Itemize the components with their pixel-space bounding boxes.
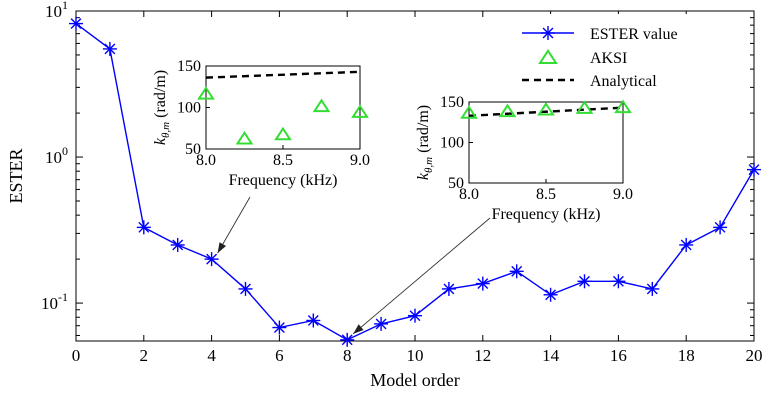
x-tick-label: 16: [610, 346, 627, 365]
annotation-arrow-line: [352, 217, 491, 335]
right-y-axis-label: kθ,m (rad/m): [415, 105, 435, 180]
data-point-ester: [306, 313, 321, 328]
data-point-ester: [408, 308, 422, 323]
legend: ESTER value AKSI Analytical: [512, 14, 750, 96]
left-aksi-point: [197, 86, 215, 100]
right-aksi-point: [460, 105, 478, 119]
x-tick-label: 6: [275, 346, 284, 365]
left-aksi-point: [312, 98, 331, 113]
data-point-ester: [713, 220, 728, 235]
right-x-tick-label: 8.0: [459, 186, 479, 203]
left-inset-frame: [205, 65, 361, 150]
annotation-arrow-line: [217, 196, 251, 254]
legend-label: ESTER value: [590, 26, 678, 43]
right-inset: 8.0 8.5 9.0 50 100 150 Frequency (kHz) kθ,m (ra…: [415, 94, 633, 223]
x-tick-label: 12: [474, 346, 491, 365]
y-axis-label: ESTER: [6, 148, 26, 203]
data-point-ester: [204, 252, 219, 267]
data-point-ester: [475, 276, 490, 291]
data-point-ester: [374, 316, 389, 331]
left-y-tick-label: 150: [177, 58, 201, 75]
legend-label: Analytical: [590, 73, 657, 90]
data-point-ester: [679, 237, 694, 252]
data-point-ester: [645, 281, 660, 296]
data-point-ester: [577, 274, 592, 289]
right-aksi-point: [498, 103, 517, 118]
right-y-tick-label: 50: [448, 175, 464, 192]
left-y-tick-label: 100: [177, 100, 201, 117]
x-axis-label: Model order: [370, 370, 459, 390]
x-tick-label: 18: [678, 346, 695, 365]
data-point-ester: [340, 332, 355, 347]
left-y-tick-label: 50: [185, 141, 201, 158]
data-point-ester: [441, 281, 456, 296]
right-x-axis-label: Frequency (kHz): [492, 206, 601, 223]
x-tick-label: 8: [343, 346, 352, 365]
x-tick-label: 20: [746, 346, 762, 365]
left-y-axis-label: kθ,m (rad/m): [152, 70, 172, 145]
left-aksi-point: [235, 130, 254, 145]
y-tick-label: 10-1: [41, 290, 68, 313]
left-x-tick-label: 9.0: [350, 152, 370, 169]
right-analytical-line: [468, 106, 624, 117]
right-aksi-point: [614, 99, 632, 114]
right-y-tick-label: 100: [440, 135, 464, 152]
data-point-ester: [170, 237, 185, 252]
left-analytical-line: [205, 70, 361, 79]
x-tick-label: 2: [140, 346, 149, 365]
right-x-tick-label: 8.5: [536, 186, 556, 203]
data-point-ester: [543, 287, 558, 302]
left-x-tick-label: 8.0: [196, 152, 216, 169]
right-aksi-point: [575, 100, 594, 114]
data-point-ester: [272, 320, 287, 335]
x-tick-label: 14: [542, 346, 560, 365]
x-tick-label: 10: [407, 346, 424, 365]
left-inset: 8.0 8.5 9.0 50 100 150 Frequency (kHz) kθ,m (ra…: [152, 58, 370, 189]
x-tick-label: 0: [72, 346, 81, 365]
data-point-ester: [69, 16, 83, 31]
legend-marker-aksi: [538, 48, 558, 65]
left-x-axis-label: Frequency (kHz): [229, 172, 338, 189]
data-point-ester: [611, 274, 626, 289]
y-tick-label: 100: [45, 144, 68, 167]
y-tick-label: 101: [45, 0, 68, 21]
right-x-tick-label: 9.0: [613, 186, 633, 203]
data-point-ester: [747, 162, 761, 177]
data-point-ester: [509, 264, 524, 279]
data-point-ester: [102, 41, 117, 56]
annotation-arrow-head: [353, 324, 364, 334]
data-point-ester: [136, 220, 151, 235]
x-tick-label: 4: [207, 346, 216, 365]
left-x-tick-label: 8.5: [273, 152, 293, 169]
legend-marker-ester: [541, 26, 555, 40]
right-aksi-point: [537, 101, 555, 116]
left-aksi-point: [351, 104, 369, 118]
data-point-ester: [238, 281, 253, 296]
annotation-arrow-head: [217, 242, 227, 254]
legend-label: AKSI: [590, 50, 627, 67]
right-y-tick-label: 150: [440, 94, 464, 111]
left-aksi-point: [274, 126, 292, 141]
